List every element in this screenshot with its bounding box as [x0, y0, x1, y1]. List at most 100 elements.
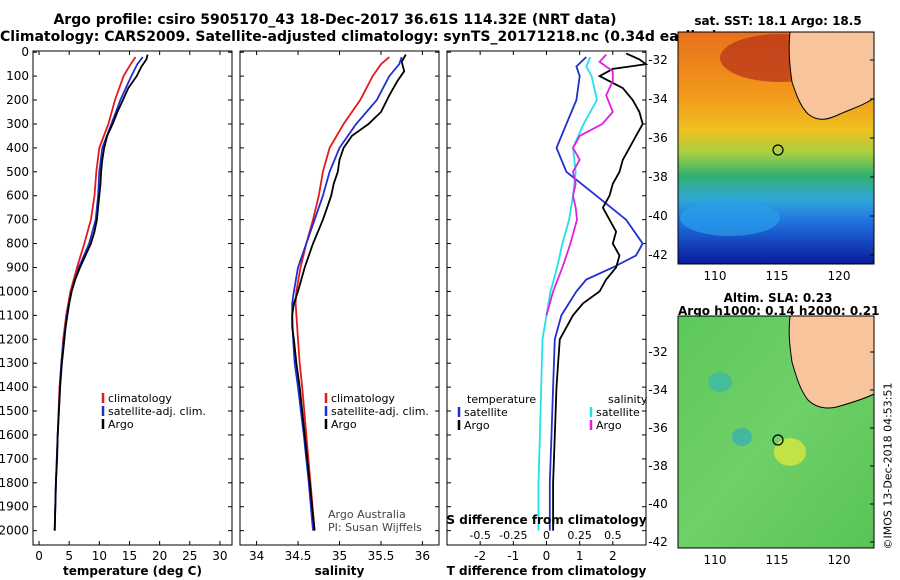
temperature-xtick-label: 0: [35, 549, 43, 563]
salinity-xtick-label: 34.5: [285, 549, 312, 563]
temperature-legend-label: climatology: [108, 392, 172, 405]
sla-blue-patch-1: [708, 372, 732, 392]
temperature-ytick-label: 1200: [0, 332, 29, 346]
salinity-series-argo: [291, 54, 407, 531]
difference-legend-label: Argo: [596, 419, 622, 432]
difference-xtick-label: -1: [507, 549, 519, 563]
temperature-ytick-label: 1700: [0, 452, 29, 466]
temperature-ytick-label: 1100: [0, 308, 29, 322]
temperature-xtick-label: 25: [182, 549, 197, 563]
figure-title-line-1: Argo profile: csiro 5905170_43 18-Dec-20…: [53, 12, 617, 28]
temperature-xtick-label: 5: [65, 549, 73, 563]
difference-secondary-xtick-label: 0.25: [567, 529, 592, 542]
salinity-legend-label: Argo: [331, 418, 357, 431]
map_sla-xtick-label: 115: [766, 553, 789, 567]
difference-xtick-label: 0: [543, 549, 551, 563]
difference-secondary-xlabel: S difference from climatology: [446, 513, 646, 527]
temperature-ytick-label: 900: [6, 260, 29, 274]
map_sst-ytick-label: -38: [648, 170, 668, 184]
difference-legend-label: satellite: [464, 406, 508, 419]
salinity-xtick-label: 36: [415, 549, 430, 563]
salinity-xtick-label: 35: [332, 549, 347, 563]
map_sla-ytick-label: -34: [648, 383, 668, 397]
salinity-xtick-label: 35.5: [368, 549, 395, 563]
temperature-ytick-label: 800: [6, 237, 29, 251]
salinity-annotation: PI: Susan Wijffels: [328, 521, 422, 534]
map_sla-xtick-label: 110: [704, 553, 727, 567]
salinity-annotation: Argo Australia: [328, 508, 406, 521]
map_sla-ytick-label: -40: [648, 497, 668, 511]
map_sst-xtick-label: 115: [766, 269, 789, 283]
salinity-series-satelliteadjclim: [291, 56, 403, 531]
difference-secondary-xtick-label: -0.5: [469, 529, 490, 542]
difference-axes-frame: [446, 50, 647, 546]
sla-blue-patch-2: [732, 428, 752, 446]
sla-frame: [677, 315, 875, 549]
sla-yellow-patch: [774, 438, 806, 466]
temperature-ytick-label: 200: [6, 93, 29, 107]
temperature-xtick-label: 30: [212, 549, 227, 563]
difference-xtick-label: 2: [609, 549, 617, 563]
temperature-xtick-label: 20: [152, 549, 167, 563]
difference-secondary-xtick-label: -0.25: [499, 529, 527, 542]
map_sst-ytick-label: -32: [648, 53, 668, 67]
temperature-legend-label: Argo: [108, 418, 134, 431]
map_sst-ytick-label: -42: [648, 248, 668, 262]
difference-series-salinity-argo: [545, 53, 614, 316]
temperature-series-argo: [53, 54, 149, 531]
profile-plots: 0100200300400500600700800900100011001200…: [0, 45, 649, 578]
sla-map-title-2: Argo h1000: 0.14 h2000: 0.21: [678, 304, 880, 318]
temperature-ytick-label: 400: [6, 141, 29, 155]
temperature-ytick-label: 700: [6, 213, 29, 227]
sst-map: -32 -34 -36 -38 -40 -42 110 115 120: [648, 31, 875, 283]
salinity-xlabel: salinity: [315, 564, 365, 578]
salinity-legend-label: climatology: [331, 392, 395, 405]
temperature-ytick-label: 1500: [0, 404, 29, 418]
difference-legend-label: satellite: [596, 406, 640, 419]
sst-argo-marker: [772, 144, 784, 156]
temperature-ytick-label: 2000: [0, 524, 29, 538]
difference-series-salinity-satellite: [537, 56, 598, 531]
temperature-xlabel: temperature (deg C): [63, 564, 202, 578]
difference-series-temperature-argo: [552, 52, 649, 531]
temperature-xtick-label: 15: [122, 549, 137, 563]
temperature-xtick-label: 10: [92, 549, 107, 563]
temperature-legend-label: satellite-adj. clim.: [108, 405, 206, 418]
temperature-ytick-label: 300: [6, 117, 29, 131]
sla-map: -32 -34 -36 -38 -40 -42 110 115 120: [648, 315, 875, 567]
map_sla-ytick-label: -38: [648, 459, 668, 473]
map_sla-ytick-label: -36: [648, 421, 668, 435]
sst-land: [788, 31, 875, 120]
salinity-xtick-label: 34: [249, 549, 264, 563]
temperature-ytick-label: 1400: [0, 380, 29, 394]
difference-legend-label: Argo: [464, 419, 490, 432]
difference-xtick-label: -2: [474, 549, 486, 563]
temperature-ytick-label: 1300: [0, 356, 29, 370]
difference-xlabel: T difference from climatology: [447, 564, 647, 578]
salinity-series-climatology: [294, 56, 390, 531]
temperature-ytick-label: 600: [6, 189, 29, 203]
temperature-ytick-label: 100: [6, 69, 29, 83]
salinity-legend-label: satellite-adj. clim.: [331, 405, 429, 418]
map_sst-xtick-label: 110: [704, 269, 727, 283]
credit-text: ©IMOS 13-Dec-2018 04:53:51: [881, 382, 895, 550]
sst-map-title: sat. SST: 18.1 Argo: 18.5: [694, 14, 862, 28]
map_sla-xtick-label: 120: [828, 553, 851, 567]
figure-title-line-2: Climatology: CARS2009. Satellite-adjuste…: [0, 29, 718, 45]
sst-frame: [677, 31, 875, 265]
map_sst-ytick-label: -40: [648, 209, 668, 223]
map_sla-ytick-label: -32: [648, 345, 668, 359]
difference-legend-temperature-title: temperature: [467, 393, 536, 406]
temperature-ytick-label: 1900: [0, 500, 29, 514]
temperature-ytick-label: 500: [6, 165, 29, 179]
difference-secondary-xtick-label: 0: [543, 529, 550, 542]
map_sst-xtick-label: 120: [828, 269, 851, 283]
temperature-series-satelliteadjclim: [53, 56, 144, 531]
sla-map-title-1: Altim. SLA: 0.23: [723, 291, 833, 305]
map_sla-ytick-label: -42: [648, 535, 668, 549]
map_sst-ytick-label: -36: [648, 131, 668, 145]
temperature-ytick-label: 1000: [0, 284, 29, 298]
temperature-series-climatology: [53, 56, 137, 531]
map_sst-ytick-label: -34: [648, 92, 668, 106]
difference-series-temperature-satellite: [548, 56, 644, 531]
